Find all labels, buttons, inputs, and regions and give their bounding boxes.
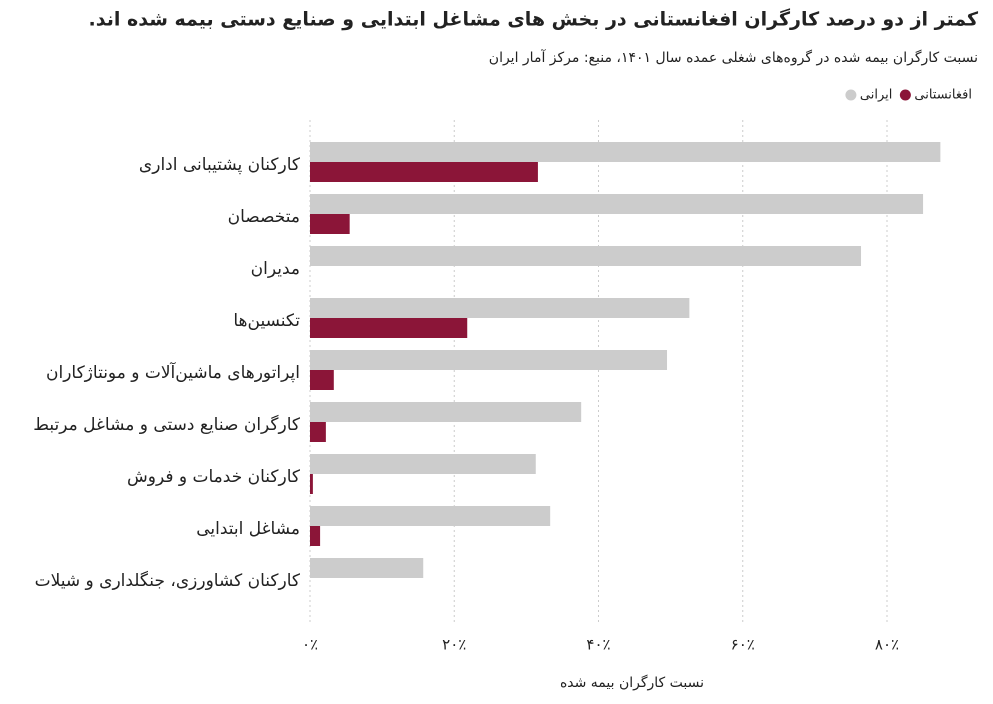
- bar: [310, 318, 468, 338]
- legend-label: ایرانی: [860, 88, 892, 103]
- bar: [310, 454, 536, 474]
- bar: [310, 246, 862, 266]
- y-tick-label: تکنسین‌ها: [233, 311, 300, 331]
- bar: [310, 298, 690, 318]
- y-tick-label: مدیران: [251, 259, 300, 279]
- y-tick-label: کارکنان کشاورزی، جنگلداری و شیلات: [35, 570, 301, 591]
- bar: [310, 370, 334, 390]
- x-tick-label: ۸۰٪: [875, 636, 899, 654]
- y-tick-label: کارگران صنایع دستی و مشاغل مرتبط: [33, 414, 301, 435]
- bar: [310, 526, 321, 546]
- bar: [310, 506, 551, 526]
- legend-marker: [845, 89, 857, 101]
- x-tick-label: ۰٪: [302, 636, 318, 654]
- chart-subtitle: نسبت کارگران بیمه شده در گروه‌های شغلی ع…: [489, 49, 978, 66]
- y-tick-label: کارکنان پشتیبانی اداری: [139, 155, 301, 175]
- y-tick-label: مشاغل ابتدایی: [196, 519, 300, 539]
- bar: [310, 474, 313, 494]
- bar: [310, 350, 668, 370]
- bar: [310, 194, 924, 214]
- y-tick-label: اپراتورهای ماشین‌آلات و مونتاژکاران: [46, 361, 300, 383]
- legend-marker: [899, 89, 911, 101]
- x-tick-label: ۴۰٪: [586, 636, 610, 654]
- y-tick-label: متخصصان: [228, 207, 300, 227]
- bar: [310, 162, 538, 182]
- x-tick-label: ۶۰٪: [731, 636, 755, 654]
- y-tick-label: کارکنان خدمات و فروش: [127, 467, 301, 487]
- bar: [310, 214, 350, 234]
- chart-title: کمتر از دو درصد کارگران افغانستانی در بخ…: [89, 8, 979, 31]
- x-axis-label: نسبت کارگران بیمه شده: [560, 674, 704, 691]
- x-tick-label: ۲۰٪: [442, 636, 466, 654]
- bar: [310, 142, 941, 162]
- bar: [310, 402, 582, 422]
- legend-label: افغانستانی: [914, 88, 972, 103]
- bar: [310, 422, 326, 442]
- bar: [310, 558, 424, 578]
